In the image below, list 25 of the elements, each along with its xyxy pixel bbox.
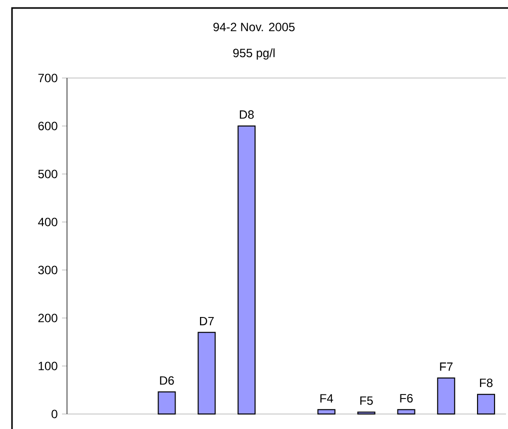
y-tick-label: 400 <box>38 218 58 226</box>
y-tick-label: 600 <box>38 122 58 130</box>
bar <box>437 378 456 414</box>
x-tick-label: D7 <box>200 316 214 326</box>
chart-subtitle: 955 pg/l <box>233 48 275 60</box>
x-tick-label: F7 <box>440 362 453 371</box>
y-tick-label: 200 <box>38 314 58 322</box>
bar <box>317 409 336 414</box>
bar <box>158 391 176 414</box>
x-tick-label: F5 <box>360 396 373 405</box>
bar <box>397 409 416 414</box>
x-tick-label: F6 <box>400 394 413 402</box>
bar <box>198 332 216 414</box>
y-tick-label: 0 <box>52 410 58 418</box>
x-tick-label: F4 <box>320 394 334 402</box>
x-tick-label: D6 <box>160 376 174 385</box>
y-tick-label: 100 <box>38 362 58 370</box>
chart-title: 94-2 Nov. 2005 <box>213 22 295 32</box>
bar <box>477 394 496 414</box>
x-tick-label: F8 <box>480 378 493 388</box>
y-tick-label: 500 <box>38 170 58 178</box>
bar <box>238 126 256 414</box>
y-tick-label: 300 <box>38 266 58 274</box>
x-tick-label: D8 <box>240 110 254 119</box>
y-tick-label: 700 <box>38 74 58 82</box>
